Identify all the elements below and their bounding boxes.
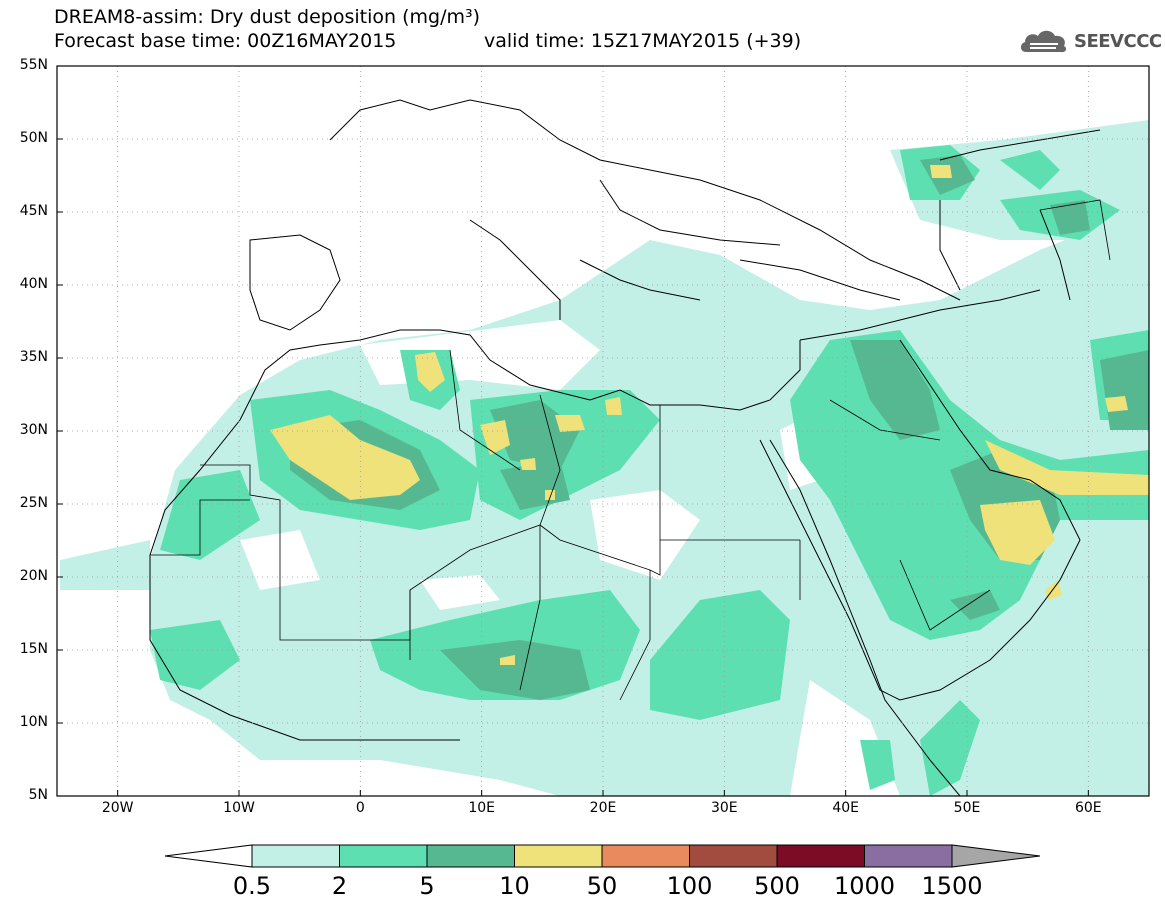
- logo-text: SEEVCCC: [1074, 30, 1162, 52]
- colorbar-label: 5: [419, 872, 435, 900]
- title-line-1: DREAM8-assim: Dry dust deposition (mg/m³…: [54, 6, 481, 28]
- lat-label: 40N: [19, 276, 48, 292]
- colorbar-bin: [514, 844, 603, 868]
- seevccc-logo: SEEVCCC: [1018, 26, 1162, 56]
- colorbar-label: 50: [586, 872, 618, 900]
- lat-label: 20N: [19, 568, 48, 584]
- lon-label: 20W: [101, 800, 134, 816]
- borders: [150, 199, 1111, 701]
- colorbar-bin: [426, 844, 515, 868]
- colorbar-bin: [776, 844, 865, 868]
- lat-label: 5N: [28, 787, 48, 803]
- lat-label: 50N: [19, 130, 48, 146]
- lat-label: 10N: [19, 714, 48, 730]
- colorbar-label: 500: [754, 872, 800, 900]
- colorbar-label: 0.5: [232, 872, 272, 900]
- colorbar-label: 10: [499, 872, 530, 900]
- lon-label: 20E: [589, 800, 617, 816]
- lat-label: 45N: [19, 203, 48, 219]
- lat-label: 30N: [19, 422, 48, 438]
- lat-label: 15N: [19, 641, 48, 657]
- valid-time: valid time: 15Z17MAY2015 (+39): [484, 30, 802, 52]
- colorbar: [164, 844, 1041, 868]
- colorbar-bin: [339, 844, 428, 868]
- lon-label: 50E: [953, 800, 981, 816]
- axis-ticks: [57, 65, 1089, 797]
- title-line-2: Forecast base time: 00Z16MAY2015: [54, 30, 397, 52]
- lat-label: 55N: [19, 57, 48, 73]
- lon-label: 0: [355, 800, 365, 816]
- lon-label: 30E: [710, 800, 738, 816]
- colorbar-over-arrow: [951, 844, 1041, 868]
- colorbar-bin: [601, 844, 690, 868]
- lon-label: 60E: [1074, 800, 1102, 816]
- colorbar-bin: [864, 844, 953, 868]
- cloud-logo-icon: [1020, 30, 1067, 53]
- colorbar-label: 2: [331, 872, 348, 900]
- colorbar-label: 1500: [921, 872, 983, 900]
- colorbar-label: 100: [666, 872, 713, 900]
- colorbar-under-arrow: [164, 844, 253, 868]
- lon-label: 10E: [468, 800, 495, 816]
- colorbar-bin: [251, 844, 340, 868]
- lon-label: 40E: [832, 800, 859, 816]
- colorbar-bin: [689, 844, 778, 868]
- colorbar-label: 1000: [833, 872, 896, 900]
- coastlines: [149, 99, 1101, 796]
- lon-label: 10W: [223, 800, 255, 816]
- lat-label: 35N: [19, 349, 48, 365]
- lat-label: 25N: [19, 495, 48, 511]
